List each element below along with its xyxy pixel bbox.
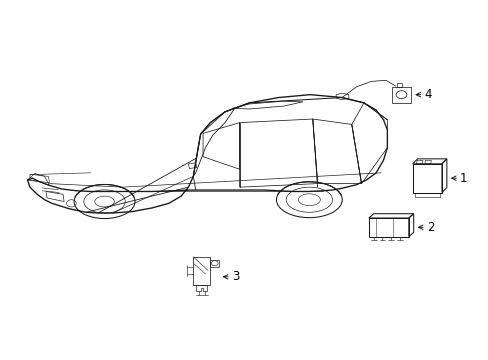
Text: 2: 2 bbox=[426, 221, 433, 234]
Text: 4: 4 bbox=[424, 88, 431, 101]
Text: 1: 1 bbox=[459, 172, 467, 185]
Text: 3: 3 bbox=[231, 270, 239, 283]
